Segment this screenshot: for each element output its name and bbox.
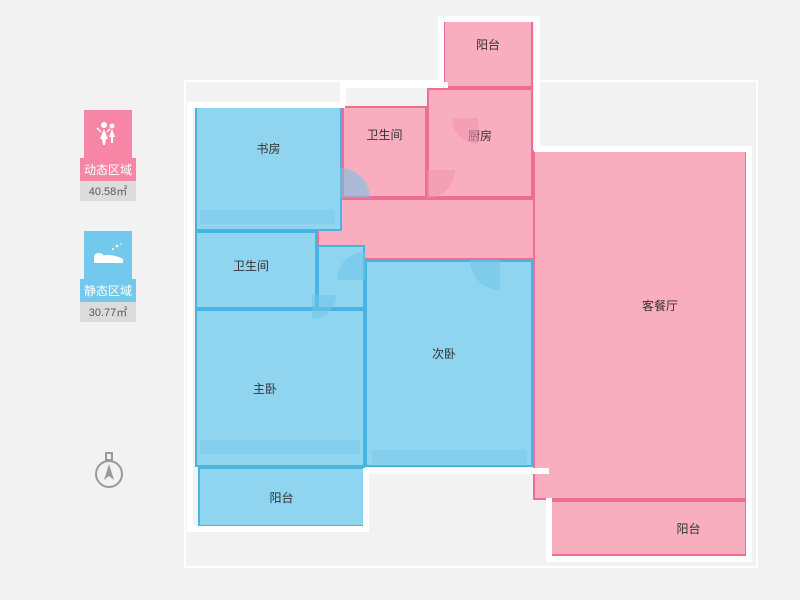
people-icon [84,110,132,158]
sleep-icon [84,231,132,279]
legend-label-static: 静态区域 [80,279,136,302]
legend-item-dynamic: 动态区域 40.58㎡ [78,110,138,201]
door-arc-icon [470,230,530,290]
room-label-living-dining: 客餐厅 [642,297,678,314]
room-label-second-bedroom: 次卧 [432,345,456,362]
door-arc-icon [288,271,336,319]
room-label-bathroom-left: 卫生间 [233,257,269,274]
room-label-balcony-bottom-right: 阳台 [676,520,700,537]
room-label-master-bedroom: 主卧 [253,380,277,397]
floorplan: 阳台厨房卫生间客餐厅阳台书房卫生间主卧次卧阳台 [190,20,760,580]
door-arc-icon [452,92,504,144]
door-arc-icon [310,168,370,228]
door-arc-icon [337,252,393,308]
wall-segment [187,526,197,532]
room-label-study: 书房 [256,140,280,157]
legend-value-static: 30.77㎡ [80,302,136,322]
legend: 动态区域 40.58㎡ 静态区域 30.77㎡ [78,110,138,352]
room-label-balcony-bottom-left: 阳台 [269,489,293,506]
room-living-dining: 客餐厅 [533,150,747,500]
room-balcony-top: 阳台 [443,20,533,88]
wall-segment [363,468,369,530]
room-balcony-bottom-left: 阳台 [198,467,365,527]
compass-icon [92,450,126,490]
wall-segment [193,526,369,532]
door-arc-icon [399,142,455,198]
wall-segment [546,498,552,560]
wall-segment [438,16,444,86]
room-balcony-bottom-right: 阳台 [550,500,747,556]
wall-segment [534,146,750,152]
room-label-bathroom-top: 卫生间 [366,126,402,143]
furniture-line [200,440,360,454]
wall-segment [746,146,752,560]
wall-segment [187,102,193,530]
legend-item-static: 静态区域 30.77㎡ [78,231,138,322]
legend-label-dynamic: 动态区域 [80,158,136,181]
wall-segment [546,556,752,562]
wall-segment [438,16,538,22]
furniture-line [372,450,527,464]
wall-segment [187,102,345,108]
legend-value-dynamic: 40.58㎡ [80,181,136,201]
wall-segment [363,468,549,474]
wall-segment [340,82,448,88]
room-label-balcony-top: 阳台 [476,36,500,53]
wall-segment [534,16,540,150]
